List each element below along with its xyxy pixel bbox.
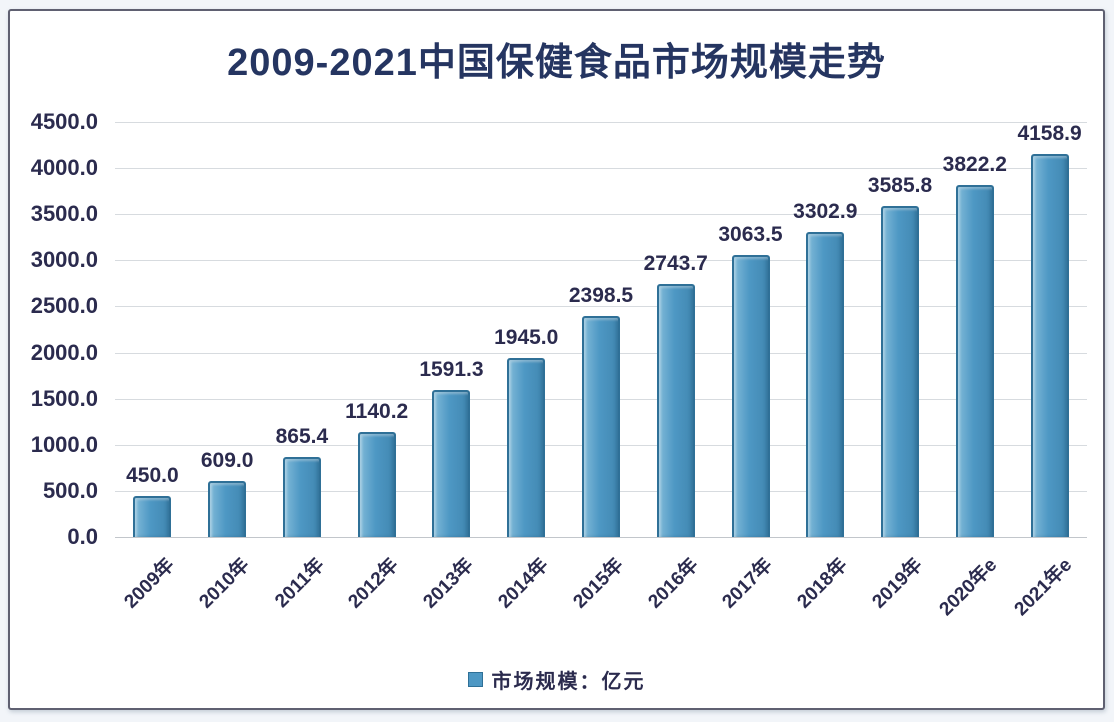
- x-tick-label: 2020年e: [935, 554, 1002, 621]
- x-tick-label: 2014年: [494, 554, 553, 613]
- y-tick-label: 0.0: [67, 524, 98, 549]
- bar-slot: 2743.7: [638, 122, 713, 537]
- bar: [282, 457, 321, 537]
- bar-slot: 609.0: [190, 122, 265, 537]
- x-tick-label: 2012年: [344, 554, 404, 613]
- bar: [357, 431, 396, 537]
- y-tick-label: 500.0: [42, 477, 98, 503]
- chart-frame: 2009-2021中国保健食品市场规模走势 4500.0 4000.0 3500.0…: [8, 9, 1105, 710]
- bar: [731, 254, 770, 537]
- x-tick-label: 2018年: [793, 554, 852, 613]
- bar-value-label: 3822.2: [942, 152, 1007, 176]
- bar-slot: 865.4: [265, 122, 340, 537]
- bar-value-label: 450.0: [126, 463, 179, 487]
- bar-slot: 1591.3: [414, 122, 489, 537]
- bar-value-label: 3063.5: [718, 222, 783, 246]
- x-tick-label: 2019年: [868, 554, 927, 613]
- gridline: [115, 306, 1087, 308]
- bar-slot: 1140.2: [339, 122, 414, 537]
- x-tick-label: 2016年: [644, 554, 703, 613]
- bar: [208, 480, 247, 537]
- gridline: [115, 214, 1087, 216]
- chart-title: 2009-2021中国保健食品市场规模走势: [227, 42, 886, 84]
- bar-slot: 3585.8: [863, 122, 938, 537]
- x-axis-tick-labels: 2009年 2010年 2011年 2012年 2013年 2014年 2015年 2016年…: [115, 537, 1087, 662]
- y-tick-label: 3000.0: [30, 247, 98, 273]
- gridline: [115, 168, 1087, 170]
- x-tick-label: 2011年: [270, 554, 329, 612]
- plot-area: 450.0 609.0 865.4 1140.2 1591.3 1945.0 2398.5 2…: [115, 122, 1087, 538]
- bar-value-label: 609.0: [200, 448, 254, 472]
- bar-slot: 3822.2: [937, 122, 1012, 537]
- bar: [432, 390, 471, 537]
- bar: [955, 184, 994, 537]
- bar-value-label: 865.4: [275, 425, 329, 449]
- bar-series: 450.0 609.0 865.4 1140.2 1591.3 1945.0 2398.5 2…: [115, 122, 1087, 537]
- bar: [1030, 153, 1069, 537]
- y-tick-label: 4500.0: [30, 109, 98, 134]
- bar-slot: 2398.5: [564, 122, 639, 537]
- bar-value-label: 2398.5: [568, 283, 634, 307]
- x-tick-label: 2013年: [419, 554, 478, 613]
- bar-value-label: 1945.0: [494, 325, 559, 349]
- x-tick-label: 2010年: [195, 554, 254, 613]
- legend-label: 市场规模：亿元: [491, 671, 646, 693]
- y-tick-label: 2500.0: [30, 293, 98, 319]
- bar-value-label: 4158.9: [1017, 121, 1082, 145]
- bar-slot: 450.0: [115, 122, 190, 537]
- gridline: [115, 122, 1087, 123]
- legend-swatch-icon: [467, 672, 483, 687]
- legend: 市场规模：亿元: [467, 665, 646, 694]
- bar: [881, 206, 920, 537]
- y-tick-label: 3500.0: [30, 201, 98, 227]
- bar: [133, 495, 172, 537]
- bar: [656, 284, 695, 537]
- x-tick-label: 2021年e: [1010, 554, 1076, 621]
- bar: [581, 315, 620, 537]
- bar: [507, 357, 546, 537]
- bar: [806, 232, 845, 537]
- y-axis-tick-labels: 4500.0 4000.0 3500.0 3000.0 2500.0 2000.0 1500…: [10, 109, 98, 549]
- bar-slot: 4158.9: [1012, 122, 1087, 537]
- bar-value-label: 1591.3: [419, 358, 484, 382]
- bar-slot: 1945.0: [489, 122, 564, 537]
- bar-slot: 3302.9: [788, 122, 863, 537]
- y-tick-label: 4000.0: [30, 155, 98, 181]
- bar-value-label: 2743.7: [643, 252, 708, 275]
- gridline: [115, 260, 1087, 262]
- bar-slot: 3063.5: [713, 122, 788, 537]
- x-tick-label: 2009年: [120, 554, 179, 613]
- x-tick-label: 2015年: [569, 554, 628, 613]
- y-tick-label: 1500.0: [30, 385, 98, 411]
- bar-value-label: 3585.8: [867, 174, 933, 198]
- y-tick-label: 2000.0: [30, 339, 98, 365]
- x-tick-label: 2017年: [718, 554, 777, 613]
- y-tick-label: 1000.0: [30, 431, 98, 457]
- x-axis-line: [115, 537, 1087, 538]
- bar-value-label: 3302.9: [793, 200, 858, 224]
- bar-value-label: 1140.2: [345, 399, 409, 423]
